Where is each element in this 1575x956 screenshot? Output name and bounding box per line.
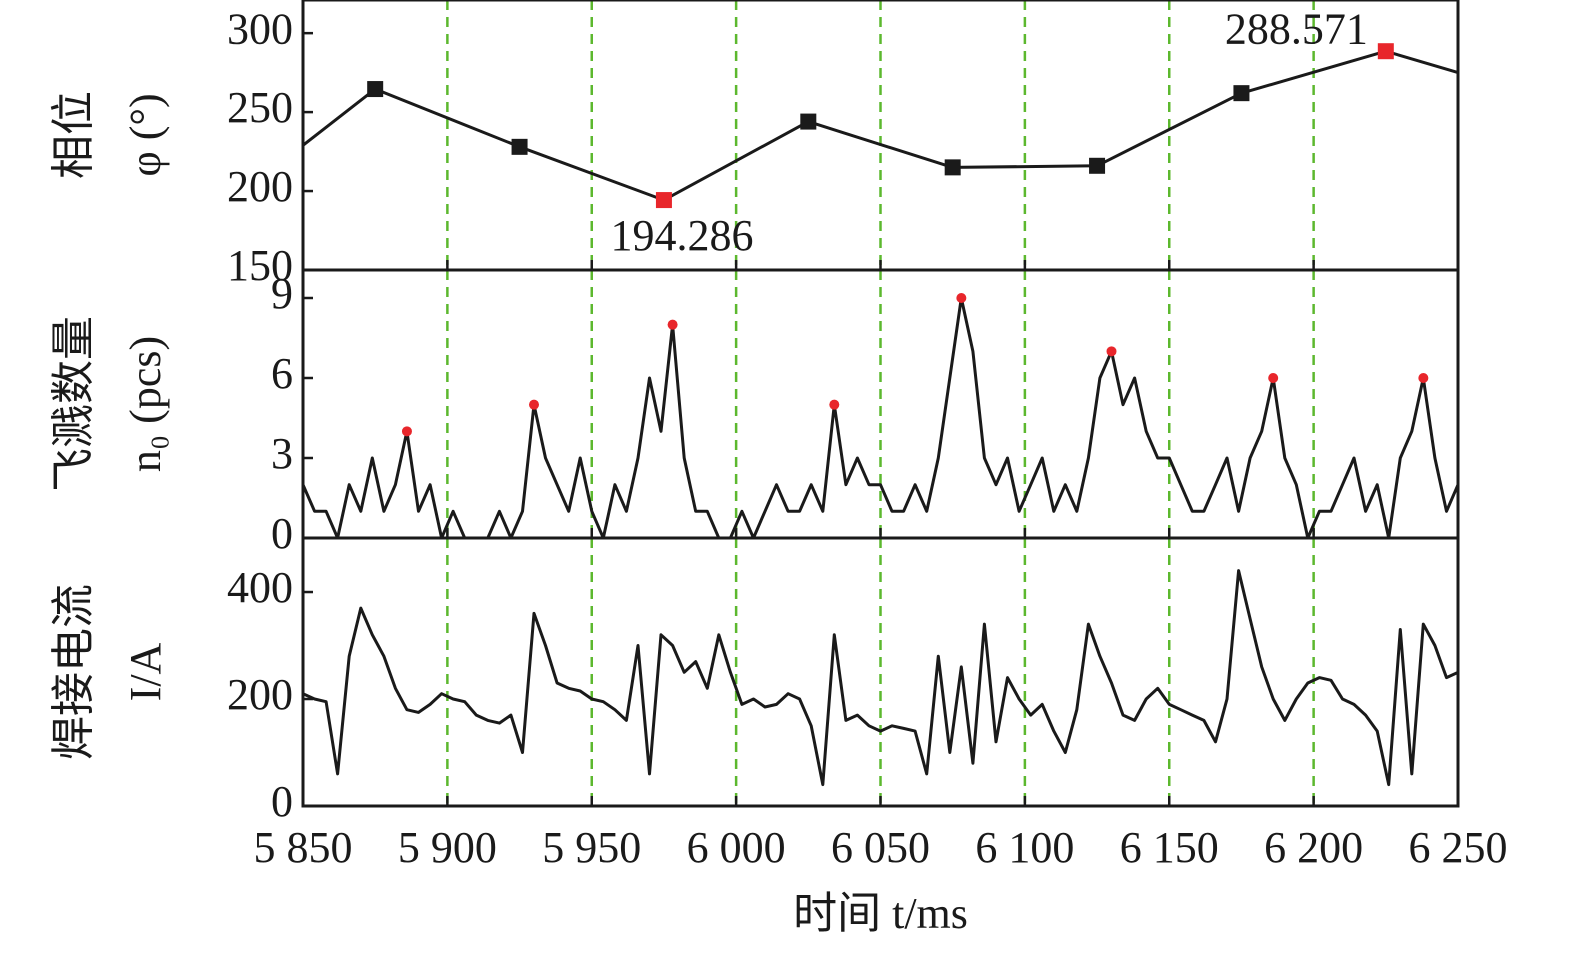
data-line: [303, 296, 1458, 538]
marker: [511, 138, 528, 155]
marker: [829, 399, 840, 410]
marker: [1268, 373, 1279, 383]
y-tick-label: 200: [227, 162, 293, 211]
y-tick-label: 6: [271, 349, 293, 398]
marker: [367, 81, 384, 98]
x-tick-label: 6 100: [975, 823, 1074, 872]
marker: [667, 319, 678, 330]
x-tick-label: 6 250: [1409, 823, 1508, 872]
marker: [944, 159, 961, 176]
frame: [301, 536, 1460, 808]
plot-area: [303, 49, 1458, 202]
value-label: 194.286: [610, 211, 753, 260]
y-axis-label: 相位: [49, 91, 98, 179]
x-tick-label: 5 850: [254, 823, 353, 872]
marker: [1233, 85, 1250, 102]
x-tick-label: 5 950: [542, 823, 641, 872]
marker: [529, 399, 539, 410]
marker: [1106, 346, 1117, 357]
x-tick-label: 6 200: [1264, 823, 1363, 872]
x-tick-label: 6 150: [1120, 823, 1219, 872]
y-tick-label: 3: [271, 429, 293, 478]
y-axis-label: φ (°): [121, 93, 170, 176]
plot-area: [303, 296, 1458, 538]
y-tick-label: 400: [227, 563, 293, 612]
y-axis-label: 飞溅数量: [49, 316, 98, 492]
marker: [401, 426, 412, 437]
y-tick-label: 9: [271, 269, 293, 318]
x-tick-label: 5 900: [398, 823, 497, 872]
marker: [655, 192, 672, 209]
y-tick-label: 150: [227, 241, 293, 290]
y-tick-label: 200: [227, 670, 293, 719]
y-tick-label: 250: [227, 83, 293, 132]
x-axis-label: 时间 t/ms: [793, 889, 968, 938]
plot-area: [303, 569, 1458, 787]
marker: [1418, 373, 1429, 383]
value-label: 288.571: [1225, 4, 1368, 53]
x-tick-label: 6 000: [687, 823, 786, 872]
marker: [956, 293, 967, 303]
marker: [1089, 157, 1106, 174]
data-line: [303, 569, 1458, 787]
y-tick-label: 0: [271, 509, 293, 558]
y-axis-label: n₀ (pcs): [121, 336, 170, 472]
marker: [800, 113, 817, 130]
data-line: [303, 49, 1458, 202]
y-tick-label: 300: [227, 4, 293, 53]
marker: [1377, 43, 1394, 60]
y-tick-label: 0: [271, 777, 293, 826]
y-axis-label: 焊接电流: [49, 584, 98, 760]
x-tick-label: 6 050: [831, 823, 930, 872]
y-axis-label: I/A: [121, 642, 170, 701]
